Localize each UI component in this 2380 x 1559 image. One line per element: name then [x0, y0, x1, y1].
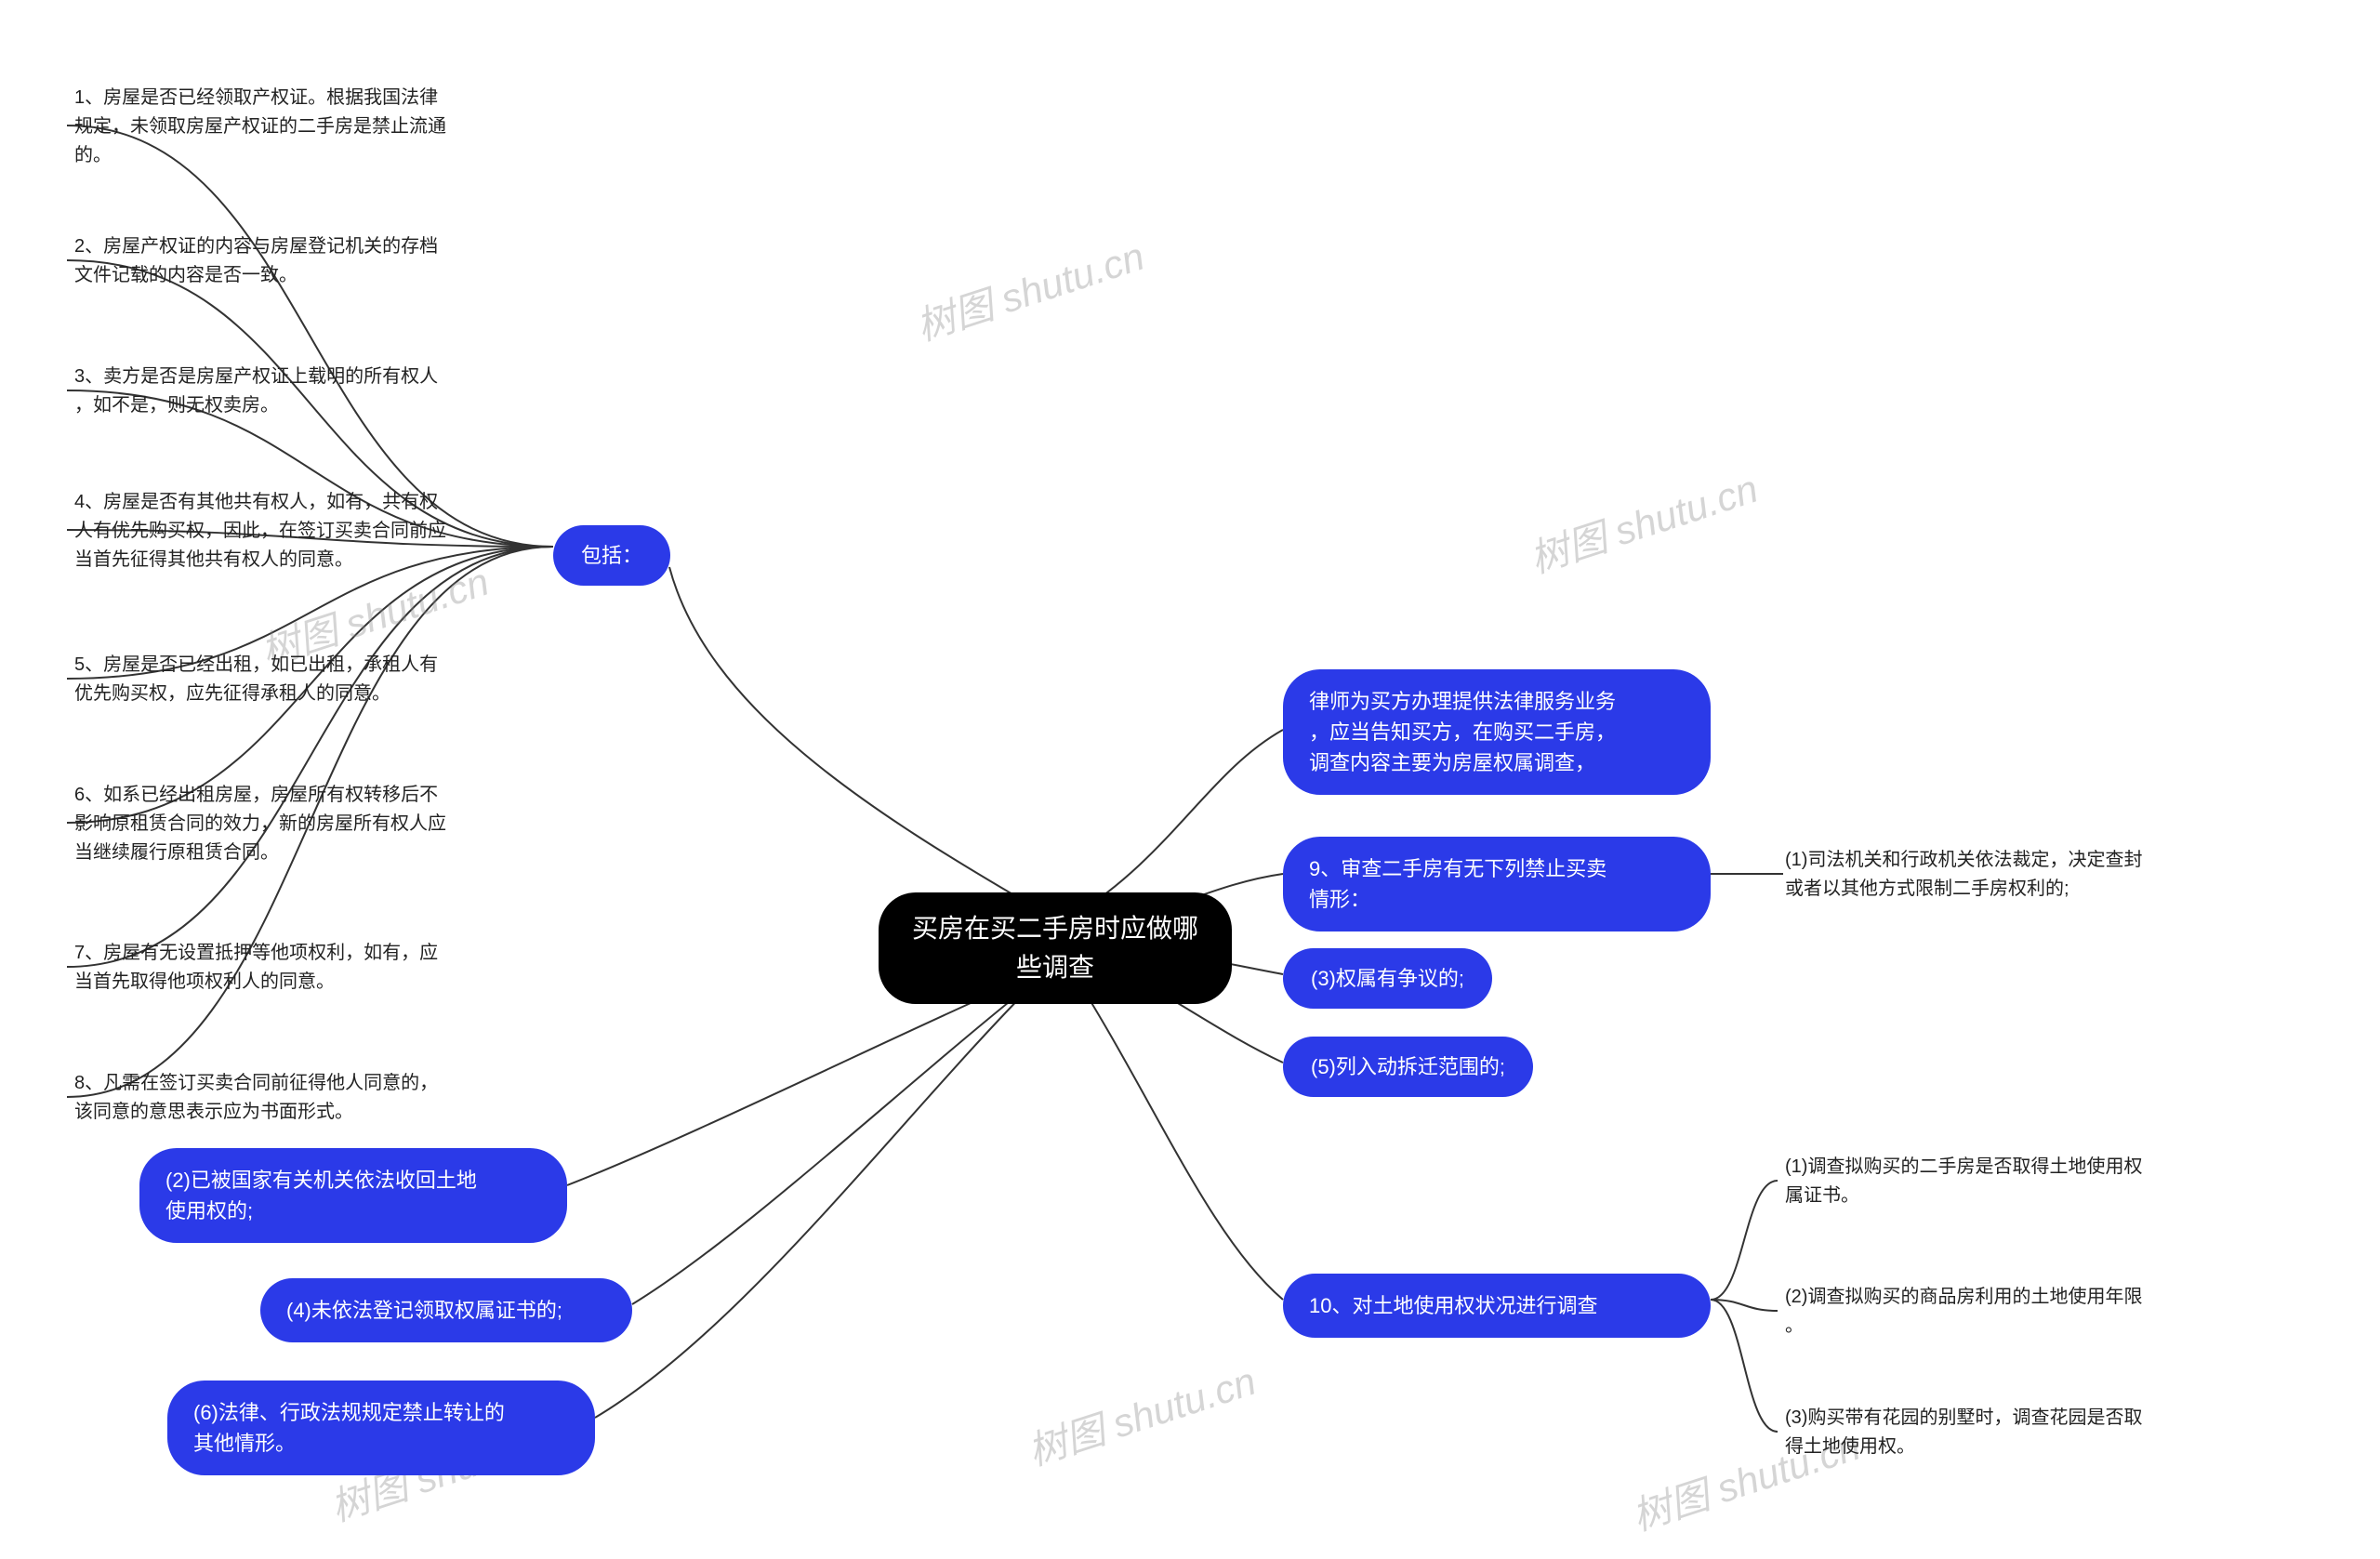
- leaf-baokuo-4: 5、房屋是否已经出租，如已出租，承租人有 优先购买权，应先征得承租人的同意。: [74, 651, 438, 708]
- edge: [1074, 730, 1283, 916]
- leaf-baokuo-2: 3、卖方是否是房屋产权证上载明的所有权人 ，如不是，则无权卖房。: [74, 363, 438, 420]
- center-node: 买房在买二手房时应做哪 些调查: [879, 892, 1232, 1004]
- watermark: 树图 shutu.cn: [1522, 457, 1765, 585]
- branch-b10: 10、对土地使用权状况进行调查: [1283, 1274, 1711, 1338]
- edge: [595, 981, 1037, 1418]
- edge: [1069, 967, 1283, 1300]
- watermark: 树图 shutu.cn: [1020, 1350, 1263, 1477]
- edge: [1711, 1300, 1778, 1432]
- leaf-baokuo-6: 7、房屋有无设置抵押等他项权利，如有，应 当首先取得他项权利人的同意。: [74, 939, 438, 997]
- edge: [67, 547, 553, 967]
- leaf-baokuo-1: 2、房屋产权证的内容与房屋登记机关的存档 文件记载的内容是否一致。: [74, 232, 438, 290]
- leaf-b10-1: (2)调查拟购买的商品房利用的土地使用年限 。: [1785, 1283, 2142, 1341]
- leaf-b10-0: (1)调查拟购买的二手房是否取得土地使用权 属证书。: [1785, 1153, 2142, 1210]
- edge: [67, 126, 553, 547]
- branch-baokuo: 包括：: [553, 525, 670, 586]
- edge: [1711, 1181, 1778, 1300]
- leaf-baokuo-3: 4、房屋是否有其他共有权人，如有，共有权 人有优先购买权，因此，在签订买卖合同前…: [74, 488, 446, 575]
- leaf-baokuo-7: 8、凡需在签订买卖合同前征得他人同意的， 该同意的意思表示应为书面形式。: [74, 1069, 438, 1127]
- leaf-baokuo-0: 1、房屋是否已经领取产权证。根据我国法律 规定，未领取房屋产权证的二手房是禁止流…: [74, 84, 446, 170]
- leaf-baokuo-5: 6、如系已经出租房屋，房屋所有权转移后不 影响原租赁合同的效力，新的房屋所有权人…: [74, 781, 446, 867]
- branch-b9: 9、审查二手房有无下列禁止买卖 情形：: [1283, 837, 1711, 931]
- edge: [632, 976, 1041, 1304]
- watermark: 树图 shutu.cn: [908, 225, 1151, 352]
- leaf-b9-0: (1)司法机关和行政机关依法裁定，决定查封 或者以其他方式限制二手房权利的;: [1785, 846, 2142, 904]
- edge: [669, 567, 1041, 911]
- leaf-b10-2: (3)购买带有花园的别墅时，调查花园是否取 得土地使用权。: [1785, 1404, 2142, 1461]
- branch-b4: (4)未依法登记领取权属证书的;: [260, 1278, 632, 1342]
- branch-b3: (3)权属有争议的;: [1283, 948, 1492, 1009]
- mindmap-canvas: 树图 shutu.cn树图 shutu.cn树图 shutu.cn树图 shut…: [0, 0, 2380, 1559]
- edge: [1711, 1300, 1778, 1311]
- branch-b2: (2)已被国家有关机关依法收回土地 使用权的;: [139, 1148, 567, 1243]
- branch-lvshi: 律师为买方办理提供法律服务业务 ，应当告知买方，在购买二手房， 调查内容主要为房…: [1283, 669, 1711, 795]
- branch-b6: (6)法律、行政法规规定禁止转让的 其他情形。: [167, 1381, 595, 1475]
- branch-b5: (5)列入动拆迁范围的;: [1283, 1037, 1533, 1097]
